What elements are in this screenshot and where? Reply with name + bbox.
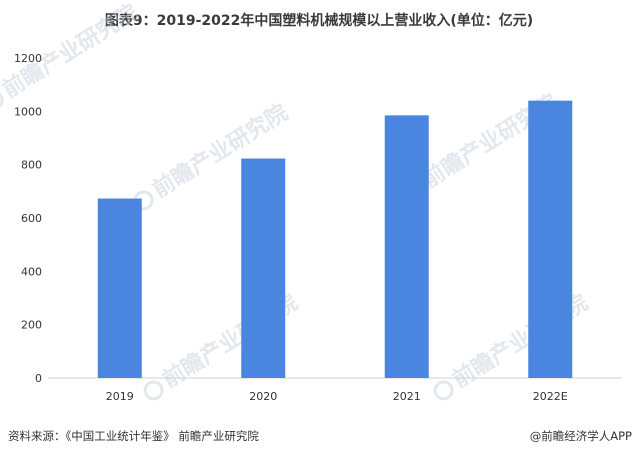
y-tick-label: 1200 [14, 52, 42, 65]
y-tick-label: 200 [21, 319, 42, 332]
bar-chart: 0 200 400 600 800 1000 1200 2019 2020 2021 2022E [14, 52, 622, 403]
bars-group [97, 100, 573, 379]
x-axis: 2019 2020 2021 2022E [106, 390, 568, 403]
y-tick-label: 400 [21, 265, 42, 278]
bar-2021 [384, 115, 429, 378]
y-tick-label: 0 [35, 372, 42, 385]
y-tick-label: 800 [21, 159, 42, 172]
y-tick-label: 1000 [14, 105, 42, 118]
bar-2022E [528, 100, 573, 379]
credit-note: @前瞻经济学人APP [529, 429, 632, 443]
x-tick-label: 2020 [249, 390, 277, 403]
x-tick-label: 2022E [533, 390, 568, 403]
source-note: 资料来源：《中国工业统计年鉴》 前瞻产业研究院 [8, 429, 259, 443]
x-tick-label: 2021 [393, 390, 421, 403]
x-tick-label: 2019 [106, 390, 134, 403]
y-axis: 0 200 400 600 800 1000 1200 [14, 52, 42, 385]
y-tick-label: 600 [21, 212, 42, 225]
chart-title: 图表9：2019-2022年中国塑料机械规模以上营业收入(单位：亿元) [104, 13, 534, 29]
bar-2019 [97, 198, 142, 378]
bar-2020 [241, 158, 286, 378]
